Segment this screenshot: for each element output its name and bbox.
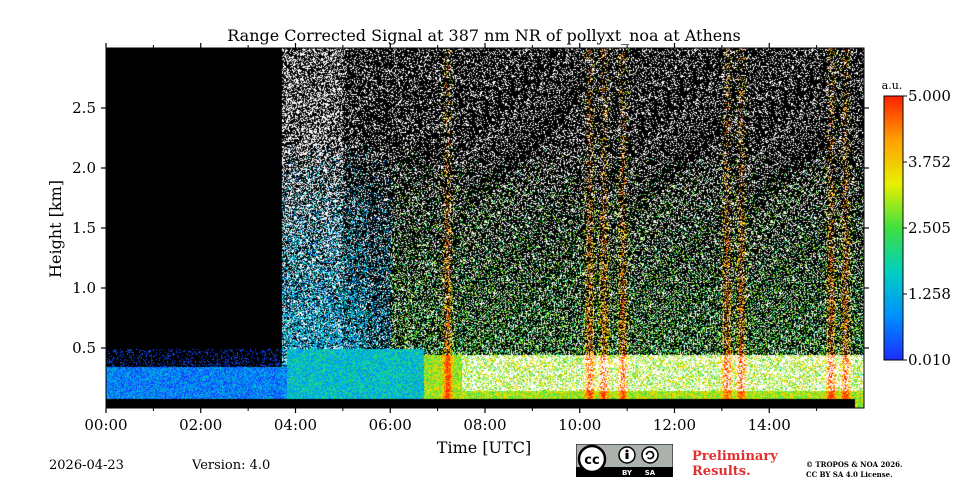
colorbar-unit: a.u.	[882, 79, 903, 92]
y-tick-label: 1.0	[72, 279, 96, 297]
copyright-notice: © TROPOS & NOA 2026. CC BY SA 4.0 Licens…	[806, 460, 956, 480]
chart-title: Range Corrected Signal at 387 nm NR of p…	[227, 26, 740, 45]
version-label: Version: 4.0	[192, 458, 271, 473]
colorbar-tick-label: 0.010	[908, 351, 951, 369]
x-tick-label: 06:00	[369, 416, 412, 434]
heatmap-raster	[106, 48, 864, 408]
x-tick-label: 12:00	[653, 416, 696, 434]
x-tick-label: 04:00	[274, 416, 317, 434]
y-axis-label: Height [km]	[46, 180, 65, 278]
y-tick-label: 2.5	[72, 99, 96, 117]
y-tick-label: 0.5	[72, 339, 96, 357]
colorbar: 0.010 1.258 2.505 3.752 5.000	[883, 87, 951, 369]
copyright-line-2: CC BY SA 4.0 License.	[806, 470, 893, 479]
colorbar-gradient	[883, 95, 904, 361]
x-tick-label: 08:00	[463, 416, 506, 434]
x-tick-label: 00:00	[84, 416, 127, 434]
x-tick-label: 10:00	[558, 416, 601, 434]
y-tick-label: 2.0	[72, 159, 96, 177]
x-tick-label: 14:00	[748, 416, 791, 434]
plot-area	[106, 48, 864, 408]
cc-text: cc	[584, 453, 599, 468]
copyright-line-1: © TROPOS & NOA 2026.	[806, 460, 903, 469]
cc-by-sa-badge-icon: cc BY SA	[576, 444, 673, 477]
colorbar-tick-label: 5.000	[908, 87, 951, 105]
by-text: BY	[622, 469, 633, 477]
colorbar-tick-label: 3.752	[908, 153, 951, 171]
colorbar-tick-label: 1.258	[908, 285, 951, 303]
y-tick-label: 1.5	[72, 219, 96, 237]
sa-text: SA	[645, 469, 656, 477]
x-axis-label: Time [UTC]	[437, 438, 531, 457]
x-tick-label: 02:00	[179, 416, 222, 434]
preliminary-results-label: Preliminary Results.	[692, 449, 778, 479]
date-label: 2026-04-23	[49, 458, 124, 473]
colorbar-tick-label: 2.505	[908, 219, 951, 237]
axes: 00:00 02:00 04:00 06:00 08:00 10:00 12:00 14:00…	[72, 43, 869, 434]
